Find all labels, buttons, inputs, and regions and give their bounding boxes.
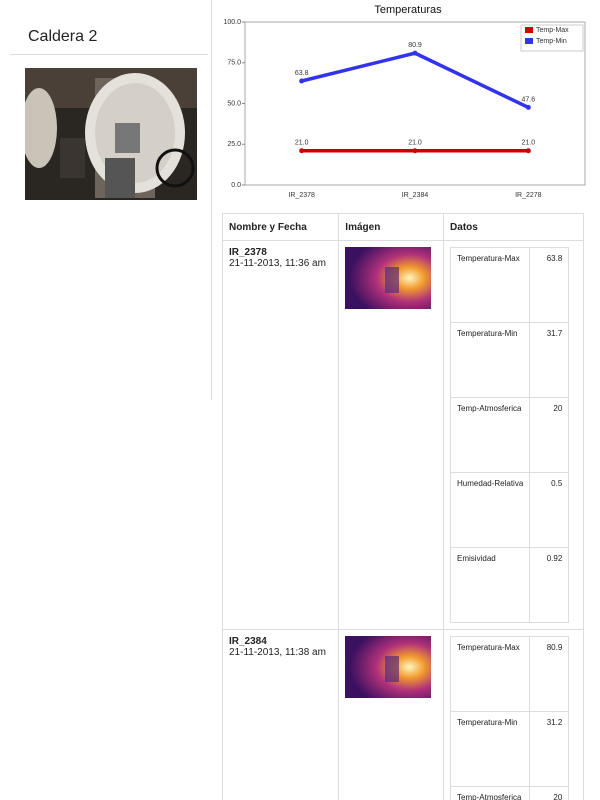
record-name: IR_2384 [229,636,332,647]
data-label: Temperatura-Min [451,712,530,787]
point [526,105,531,110]
point [526,148,531,153]
y-tick-label: 100.0 [223,19,241,26]
record-name: IR_2378 [229,247,332,258]
data-value: 0.92 [530,548,569,623]
data-value: 20 [530,787,569,800]
data-label: Emisividad [451,548,530,623]
column-header: Imágen [339,214,444,241]
record-date: 21-11-2013, 11:36 am [229,258,332,269]
data-label: Temp-Atmosferica [451,398,530,473]
legend-swatch [525,38,533,44]
chart: Temperaturas 0.0 25.0 50.0 75.0 100.0 IR_2378… [215,0,600,205]
y-tick-label: 50.0 [227,100,241,107]
data-value: 80.9 [530,637,569,712]
column-header: Nombre y Fecha [223,214,339,241]
data-label: Temperatura-Min [451,323,530,398]
data-value: 31.2 [530,712,569,787]
point [413,51,418,56]
data-label: Humedad-Relativa [451,473,530,548]
boiler-photo [25,68,197,200]
y-tick-label: 0.0 [231,182,241,189]
data-label: 21.0 [295,140,309,147]
point [299,148,304,153]
data-label: Temperatura-Max [451,248,530,323]
data-label: 63.8 [295,70,309,77]
thermal-image [345,247,431,309]
point [299,79,304,84]
data-value: 31.7 [530,323,569,398]
y-tick-label: 75.0 [227,60,241,67]
chart-title: Temperaturas [374,4,442,16]
divider [211,0,212,400]
data-label: 21.0 [522,140,536,147]
x-tick-label: IR_2384 [402,192,429,199]
legend-label: Temp-Min [536,38,567,45]
data-value: 20 [530,398,569,473]
x-tick-label: IR_2278 [515,192,542,199]
page: Caldera 2 Temperaturas 0.0 25.0 50.0 75.0 10… [0,0,600,400]
data-label: 21.0 [408,140,422,147]
image-cell [339,630,444,800]
image-cell [339,241,444,630]
divider [10,54,208,55]
data-label: Temp-Atmosferica [451,787,530,800]
data-label: 80.9 [408,42,422,49]
record-date: 21-11-2013, 11:38 am [229,647,332,658]
data-value: 0.5 [530,473,569,548]
data-label: 47.6 [522,96,536,103]
legend-swatch [525,27,533,33]
legend-label: Temp-Max [536,27,569,34]
x-tick-label: IR_2378 [288,192,315,199]
column-header: Datos [444,214,584,241]
y-tick-label: 25.0 [227,141,241,148]
point [413,148,418,153]
thermal-image [345,636,431,698]
panel-title: Caldera 2 [28,28,97,46]
data-label: Temperatura-Max [451,637,530,712]
data-value: 63.8 [530,248,569,323]
